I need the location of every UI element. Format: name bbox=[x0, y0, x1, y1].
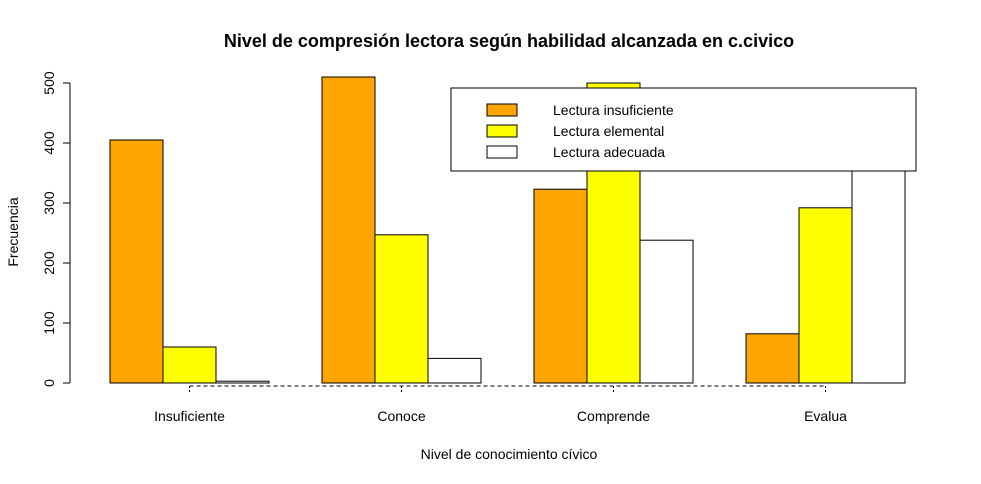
bar-evalua-series-3 bbox=[851, 158, 906, 384]
x-tick-label: Evalua bbox=[804, 408, 847, 424]
x-tick-label: Comprende bbox=[577, 408, 650, 424]
bar-evalua-series-1 bbox=[745, 333, 800, 384]
legend: Lectura insuficiente Lectura elemental Lec… bbox=[450, 87, 917, 172]
bar-insuficiente-series-2 bbox=[162, 346, 217, 384]
legend-label: Lectura adecuada bbox=[553, 144, 665, 160]
legend-swatch bbox=[486, 145, 518, 159]
legend-box bbox=[450, 87, 917, 172]
x-tick-label: Insuficiente bbox=[154, 408, 225, 424]
legend-swatch bbox=[486, 124, 518, 138]
bar-conoce-series-2 bbox=[374, 234, 429, 384]
bar-insuficiente-series-3 bbox=[215, 380, 270, 384]
bar-comprende-series-3 bbox=[639, 239, 694, 384]
x-axis-label: Nivel de conocimiento cívico bbox=[421, 446, 598, 462]
chart-title: Nivel de compresión lectora según habili… bbox=[224, 31, 794, 51]
bar-evalua-series-2 bbox=[798, 207, 853, 384]
bar-comprende-series-1 bbox=[533, 188, 588, 384]
y-axis: 0 100 200 300 400 500 bbox=[41, 71, 71, 387]
y-tick-label: 100 bbox=[41, 311, 57, 335]
y-tick-label: 300 bbox=[41, 191, 57, 215]
y-tick-label: 0 bbox=[41, 379, 57, 387]
x-tick-label: Conoce bbox=[377, 408, 425, 424]
y-axis-label: Frecuencia bbox=[5, 197, 21, 266]
legend-label: Lectura insuficiente bbox=[553, 102, 674, 118]
y-tick-label: 200 bbox=[41, 251, 57, 275]
y-tick-label: 400 bbox=[41, 131, 57, 155]
bar-insuficiente-series-1 bbox=[109, 139, 164, 384]
legend-swatch bbox=[486, 103, 518, 117]
bar-conoce-series-1 bbox=[321, 76, 376, 384]
legend-label: Lectura elemental bbox=[553, 123, 664, 139]
x-axis: Insuficiente Conoce Comprende Evalua bbox=[154, 385, 847, 424]
bar-conoce-series-3 bbox=[427, 357, 482, 384]
bars bbox=[109, 76, 906, 384]
y-tick-label: 500 bbox=[41, 71, 57, 95]
